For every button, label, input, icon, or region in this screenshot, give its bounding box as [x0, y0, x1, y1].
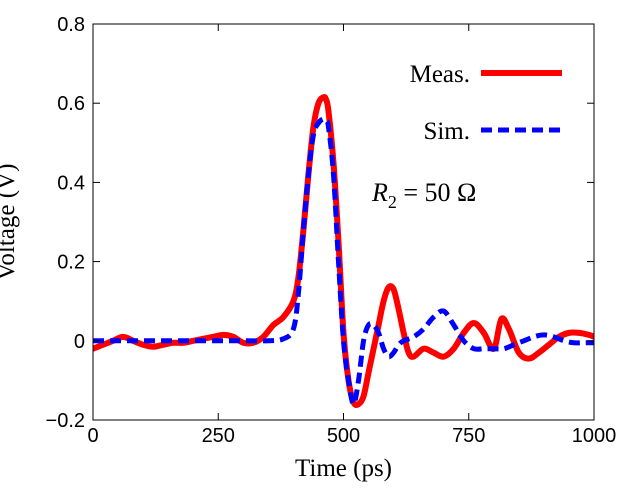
- x-tick-label: 750: [452, 425, 485, 447]
- y-tick-label: −0.2: [46, 410, 85, 432]
- x-tick-label: 0: [87, 425, 98, 447]
- annotation-symbol: R: [371, 178, 388, 207]
- y-tick-label: 0.6: [57, 93, 85, 115]
- annotation-value: = 50 Ω: [397, 178, 477, 207]
- series-layer: [93, 93, 594, 409]
- legend-label-sim: Sim.: [423, 118, 470, 145]
- annotation-subscript: 2: [388, 192, 397, 212]
- y-tick-label: 0.8: [57, 14, 85, 36]
- annotation-r2: R2 = 50 Ω: [371, 178, 476, 212]
- y-tick-label: 0.2: [57, 252, 85, 274]
- y-tick-label: 0: [74, 331, 85, 353]
- labels-layer: Time (ps) Voltage (V): [0, 164, 392, 482]
- ticks-layer: 0 250 500 750 1000−0.200.20.40.60.8: [46, 14, 617, 447]
- x-axis-label: Time (ps): [295, 455, 392, 482]
- y-axis-label: Voltage (V): [0, 164, 20, 281]
- legend-label-meas: Meas.: [410, 61, 470, 88]
- series-line-meas: [93, 93, 594, 409]
- x-tick-label: 1000: [572, 425, 617, 447]
- legend: Meas. Sim.: [410, 61, 562, 145]
- y-tick-label: 0.4: [57, 172, 85, 194]
- x-tick-label: 500: [327, 425, 360, 447]
- series-line-sim: [93, 116, 594, 407]
- x-tick-label: 250: [202, 425, 235, 447]
